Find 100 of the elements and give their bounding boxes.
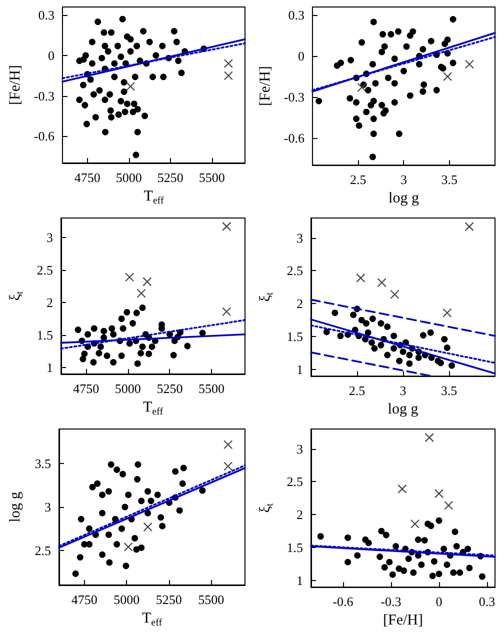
point [403, 43, 410, 50]
point [146, 350, 152, 358]
y-axis-title: ξt [258, 292, 276, 302]
y-tick-label: -0.3 [34, 88, 54, 104]
point [430, 558, 438, 565]
point [436, 517, 442, 524]
y-tick-label: 1 [46, 360, 53, 375]
point [456, 569, 464, 576]
point [400, 68, 407, 74]
point [357, 82, 366, 92]
point [371, 345, 378, 352]
point [378, 320, 384, 327]
point [437, 360, 444, 366]
point [444, 344, 450, 352]
point [415, 354, 422, 361]
point [148, 498, 154, 504]
point [406, 92, 414, 99]
x-tick-label: 0.3 [478, 594, 496, 610]
point [400, 567, 408, 574]
point [316, 98, 322, 104]
y-tick-label: 3 [44, 500, 51, 514]
x-tick-label: 3.5 [441, 172, 458, 188]
y-tick-label: -0.6 [284, 130, 305, 146]
point [199, 487, 206, 494]
point [84, 331, 92, 338]
point [323, 328, 330, 336]
point [86, 525, 93, 532]
point [74, 326, 82, 334]
y-tick-label: 2 [296, 296, 303, 312]
point [450, 569, 457, 576]
point [358, 39, 366, 46]
point [118, 525, 125, 532]
y-tick-label: 0.3 [288, 8, 304, 23]
point [444, 561, 450, 568]
point [81, 350, 88, 358]
point [89, 484, 96, 490]
point [368, 339, 375, 346]
x-tick-label: 3.5 [440, 383, 458, 398]
point [332, 310, 338, 316]
y-tick-label: 2.5 [286, 474, 303, 490]
point [134, 360, 141, 367]
point [464, 222, 474, 232]
x-tick-label: 2.5 [350, 172, 366, 188]
y-tick-label: 1.5 [286, 329, 303, 344]
x-tick-label: 0 [436, 594, 442, 610]
point [429, 572, 436, 580]
point [452, 528, 458, 536]
point [424, 433, 434, 442]
point [368, 102, 374, 108]
point [420, 46, 426, 52]
point [90, 325, 98, 332]
point [428, 522, 434, 530]
point [392, 543, 400, 550]
point [380, 31, 386, 38]
point [94, 480, 101, 487]
point [180, 464, 187, 472]
point [138, 498, 145, 504]
x-tick-label: -0.3 [380, 594, 402, 610]
point [348, 56, 354, 64]
x-tick-label: 4750 [73, 381, 100, 396]
point [390, 290, 400, 299]
point [126, 340, 133, 347]
point [346, 95, 354, 102]
x-tick-label: 5250 [157, 170, 184, 185]
point [86, 541, 93, 548]
point [364, 86, 372, 94]
point [120, 470, 126, 478]
point [99, 551, 106, 558]
point [125, 272, 134, 282]
point [134, 461, 142, 468]
point [410, 569, 417, 576]
point [105, 531, 112, 538]
point [99, 510, 106, 516]
point [108, 325, 116, 332]
y-tick-label: 0 [48, 48, 54, 63]
point [395, 28, 402, 35]
point [110, 331, 117, 338]
point [100, 328, 108, 334]
point [406, 360, 413, 367]
y-tick-label: 2.5 [36, 262, 53, 278]
point [350, 312, 357, 318]
point [114, 466, 120, 473]
point [110, 359, 117, 366]
point [391, 80, 398, 87]
point [414, 536, 422, 543]
point [170, 352, 177, 358]
point [464, 546, 472, 552]
point [420, 88, 426, 95]
point [364, 329, 372, 336]
x-tick-label: 5250 [156, 592, 182, 607]
point [378, 48, 386, 56]
point [124, 542, 133, 552]
point [136, 288, 146, 298]
point [122, 562, 130, 570]
x-tick-label: 5000 [116, 170, 142, 185]
y-axis-title: ξt [258, 503, 276, 513]
point [384, 323, 391, 330]
point [370, 130, 377, 137]
point [369, 60, 376, 68]
point [104, 352, 110, 360]
